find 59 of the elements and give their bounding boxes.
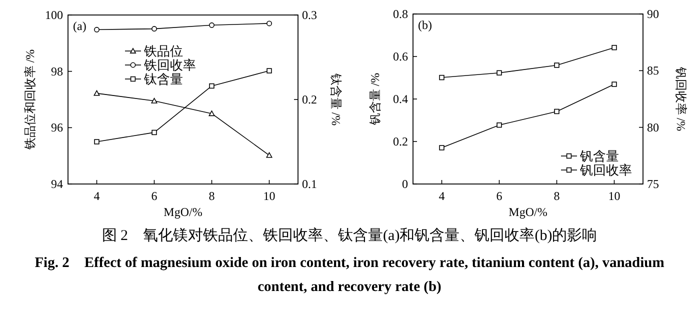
y-axis-title: 铁品位和回收率 /%	[23, 49, 37, 151]
point	[94, 26, 100, 32]
point	[439, 145, 444, 150]
y2-tick-label: 0.1	[302, 177, 317, 191]
x-tick-label: 6	[496, 189, 502, 203]
point	[151, 98, 158, 104]
y2-tick-label: 75	[647, 177, 659, 191]
point	[554, 108, 560, 114]
y-tick-label: 0.8	[393, 7, 408, 21]
y-tick-label: 0	[402, 177, 408, 191]
y2-axis-title: 钒回收率 /%	[674, 66, 688, 132]
y-axis-title: 钒含量 /%	[368, 72, 382, 126]
x-tick-label: 10	[263, 189, 276, 203]
legend-label: 钒含量	[579, 148, 619, 164]
y-tick-label: 94	[51, 177, 63, 191]
x-tick-label: 6	[151, 189, 158, 203]
y2-tick-label: 85	[647, 64, 659, 78]
point	[209, 22, 214, 28]
annotation: (b)	[418, 18, 432, 32]
point	[612, 82, 617, 87]
point	[496, 122, 502, 128]
y2-axis-title: 钛含量 /%	[329, 72, 343, 126]
y-tick-label: 100	[45, 8, 63, 22]
point	[152, 26, 157, 32]
y-tick-label: 0.4	[393, 92, 408, 106]
x-tick-label: 4	[438, 189, 445, 203]
point	[612, 44, 617, 50]
x-tick-label: 8	[554, 189, 560, 203]
y-tick-label: 98	[51, 64, 63, 78]
point	[554, 62, 560, 68]
y-tick-label: 0.2	[393, 134, 408, 148]
y2-tick-label: 0.3	[302, 8, 317, 22]
x-tick-label: 10	[608, 189, 620, 203]
annotation: (a)	[73, 19, 86, 33]
legend-label: 铁品位	[143, 44, 183, 58]
point	[152, 130, 157, 136]
y2-tick-label: 0.2	[302, 92, 317, 106]
point	[496, 70, 502, 76]
x-tick-label: 4	[94, 189, 100, 203]
y-tick-label: 96	[51, 120, 63, 135]
x-tick-label: 8	[208, 189, 215, 203]
point	[94, 90, 100, 96]
x-axis-title: MgO/%	[164, 205, 202, 219]
y-tick-label: 0.6	[393, 50, 408, 64]
y2-tick-label: 80	[647, 120, 659, 134]
text: 图 2 氧化镁对铁品位、铁回收率、钛含量(a)和钒含量、钒回收率(b)的影响	[100, 226, 598, 245]
y2-tick-label: 90	[647, 7, 659, 21]
point	[94, 139, 100, 144]
legend-label: 钛含量	[143, 72, 183, 86]
text: Fig. 2 Effect of magnesium oxide on iron content, iron recovery rate, titanium content (a), vanadium content, and recovery rate (b)	[34, 254, 666, 297]
legend-label: 铁回收率	[143, 58, 196, 72]
point	[266, 152, 272, 158]
x-axis-title: MgO/%	[508, 205, 548, 219]
point	[439, 74, 444, 80]
point	[266, 20, 272, 26]
point	[209, 83, 214, 89]
legend-label: 钒回收率	[579, 162, 632, 178]
point	[266, 68, 272, 74]
point	[208, 110, 215, 116]
